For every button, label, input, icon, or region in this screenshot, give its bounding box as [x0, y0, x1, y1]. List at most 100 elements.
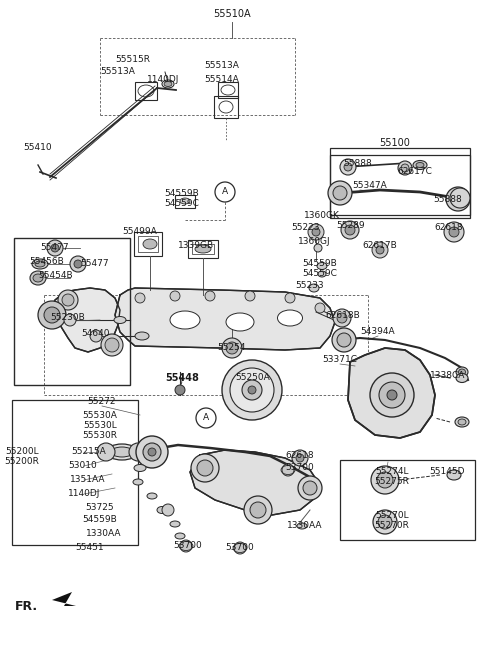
Text: 55145D: 55145D	[429, 467, 465, 476]
Ellipse shape	[455, 417, 469, 427]
Text: 55513A: 55513A	[204, 61, 240, 70]
Circle shape	[401, 164, 409, 172]
Circle shape	[162, 504, 174, 516]
Circle shape	[292, 450, 308, 466]
Text: 55289: 55289	[336, 222, 365, 230]
Circle shape	[222, 338, 242, 358]
Circle shape	[70, 256, 86, 272]
Text: 55454B: 55454B	[39, 272, 73, 280]
Ellipse shape	[447, 470, 461, 480]
Circle shape	[205, 291, 215, 301]
Text: 1140DJ: 1140DJ	[147, 76, 179, 84]
Text: 55200R: 55200R	[5, 457, 39, 467]
Circle shape	[303, 481, 317, 495]
Text: 55275R: 55275R	[374, 478, 409, 486]
Circle shape	[312, 228, 320, 236]
Circle shape	[371, 466, 399, 494]
Text: 55100: 55100	[380, 138, 410, 148]
Ellipse shape	[157, 507, 167, 513]
Circle shape	[372, 242, 388, 258]
Circle shape	[180, 540, 192, 552]
Text: 55274L: 55274L	[375, 467, 409, 476]
Circle shape	[222, 360, 282, 420]
Circle shape	[344, 163, 352, 171]
Ellipse shape	[175, 533, 185, 539]
Bar	[192, 244, 214, 254]
Polygon shape	[50, 288, 120, 352]
Text: 54559B: 54559B	[165, 190, 199, 199]
Ellipse shape	[297, 523, 307, 529]
Text: 55223: 55223	[292, 224, 320, 232]
Text: 53725: 53725	[86, 503, 114, 513]
Circle shape	[333, 309, 351, 327]
Text: 55272: 55272	[88, 397, 116, 407]
Circle shape	[387, 390, 397, 400]
Text: 54559B: 54559B	[83, 515, 118, 524]
Text: 55530A: 55530A	[83, 411, 118, 420]
Circle shape	[148, 448, 156, 456]
Circle shape	[446, 187, 470, 211]
Ellipse shape	[170, 311, 200, 329]
Text: 55477: 55477	[81, 259, 109, 268]
Circle shape	[129, 443, 147, 461]
Text: 55410: 55410	[24, 143, 52, 153]
Ellipse shape	[318, 271, 326, 277]
Circle shape	[97, 443, 115, 461]
Circle shape	[234, 542, 246, 554]
Text: 54559C: 54559C	[302, 270, 337, 278]
Circle shape	[340, 159, 356, 175]
Circle shape	[74, 260, 82, 268]
Circle shape	[136, 436, 168, 468]
Text: 53010: 53010	[69, 461, 97, 470]
Text: 55448: 55448	[165, 373, 199, 383]
Circle shape	[191, 454, 219, 482]
Text: 55514A: 55514A	[204, 76, 240, 84]
Circle shape	[450, 188, 470, 208]
Circle shape	[175, 385, 185, 395]
Circle shape	[373, 510, 397, 534]
Text: 54559B: 54559B	[302, 259, 337, 268]
Bar	[330, 148, 470, 218]
Ellipse shape	[135, 332, 149, 340]
Text: 55215A: 55215A	[72, 447, 107, 457]
Text: 62617C: 62617C	[397, 168, 432, 176]
Ellipse shape	[32, 259, 48, 269]
Circle shape	[230, 368, 274, 412]
Text: FR.: FR.	[14, 599, 37, 613]
Text: 54394A: 54394A	[360, 328, 396, 336]
Circle shape	[345, 225, 355, 235]
Text: 62617B: 62617B	[362, 241, 397, 251]
Circle shape	[315, 303, 325, 313]
Polygon shape	[52, 592, 76, 606]
Text: 54559C: 54559C	[165, 199, 199, 209]
Text: 55200L: 55200L	[5, 447, 39, 457]
Text: 62618: 62618	[286, 451, 314, 461]
Circle shape	[370, 373, 414, 417]
Circle shape	[451, 192, 465, 206]
Ellipse shape	[314, 244, 322, 252]
Text: 53700: 53700	[174, 542, 203, 551]
Ellipse shape	[416, 163, 424, 168]
Circle shape	[51, 244, 59, 252]
Text: 1330AA: 1330AA	[287, 520, 323, 530]
Text: 55270L: 55270L	[375, 511, 409, 520]
Ellipse shape	[30, 271, 46, 285]
Ellipse shape	[147, 493, 157, 499]
Circle shape	[64, 314, 76, 326]
Text: 53700: 53700	[226, 544, 254, 553]
Ellipse shape	[456, 367, 468, 377]
Circle shape	[58, 290, 78, 310]
Text: 1330AA: 1330AA	[86, 530, 122, 538]
Text: 1339GB: 1339GB	[178, 241, 214, 249]
Text: 55888: 55888	[344, 159, 372, 168]
Ellipse shape	[106, 444, 138, 460]
Circle shape	[308, 224, 324, 240]
Circle shape	[328, 181, 352, 205]
Text: 1140DJ: 1140DJ	[68, 490, 100, 499]
Text: 55888: 55888	[433, 195, 462, 203]
Text: 55477: 55477	[41, 243, 69, 253]
Text: 55254: 55254	[218, 343, 246, 353]
Circle shape	[285, 293, 295, 303]
Circle shape	[282, 464, 294, 476]
Ellipse shape	[170, 521, 180, 527]
